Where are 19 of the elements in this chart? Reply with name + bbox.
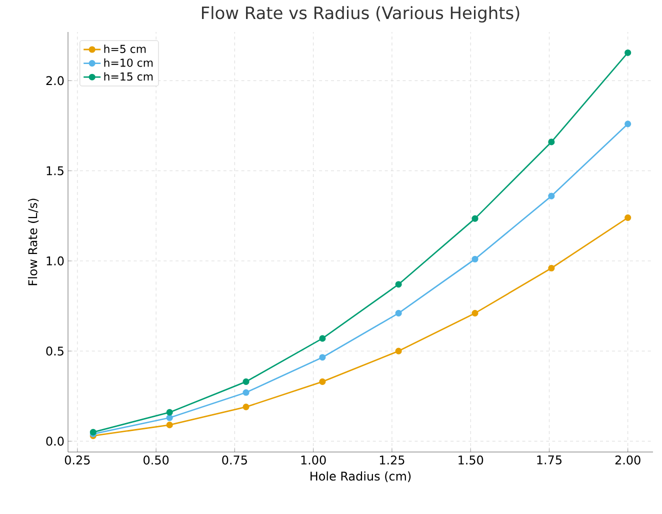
legend-label: h=15 cm xyxy=(104,72,153,81)
x-tick-label: 1.50 xyxy=(458,456,484,465)
y-axis-title: Flow Rate (L/s) xyxy=(28,198,39,286)
chart-title: Flow Rate vs Radius (Various Heights) xyxy=(202,6,520,22)
y-tick-label: 0.0 xyxy=(46,436,64,446)
x-tick-label: 0.75 xyxy=(222,456,247,465)
x-tick-label: 0.50 xyxy=(144,456,169,465)
y-tick-label: 1.5 xyxy=(46,166,64,176)
y-tick-label: 2.0 xyxy=(46,76,64,86)
legend-label: h=5 cm xyxy=(104,44,146,54)
x-tick-label: 0.25 xyxy=(64,456,90,465)
x-tick-label: 1.75 xyxy=(537,456,562,464)
x-axis-title: Hole Radius (cm) xyxy=(310,471,411,482)
y-tick-label: 0.5 xyxy=(46,346,64,356)
x-tick-label: 1.00 xyxy=(301,456,326,465)
x-tick-label: 2.00 xyxy=(615,456,640,465)
y-tick-label: 1.0 xyxy=(46,256,64,266)
legend-label: h=10 cm xyxy=(104,58,153,67)
x-tick-label: 1.25 xyxy=(380,456,404,465)
